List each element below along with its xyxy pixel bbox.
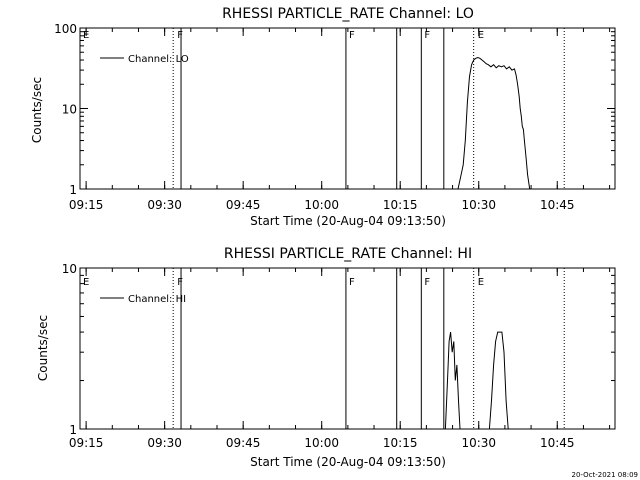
event-marker-letter: F xyxy=(177,30,183,41)
event-marker-letter: F xyxy=(424,277,430,288)
x-tick-label: 09:30 xyxy=(147,198,182,212)
chart-title: RHESSI PARTICLE_RATE Channel: LO xyxy=(222,6,474,22)
chart-title: RHESSI PARTICLE_RATE Channel: HI xyxy=(224,246,472,262)
event-marker-letter: E xyxy=(83,30,89,41)
chart-panel-hi: RHESSI PARTICLE_RATE Channel: HI Counts/… xyxy=(36,246,616,469)
y-tick-label: 10 xyxy=(62,262,77,276)
event-marker-letter: F xyxy=(424,30,430,41)
x-tick-label: 10:30 xyxy=(461,436,496,450)
y-axis-label: Counts/sec xyxy=(30,77,44,143)
x-axis-label: Start Time (20-Aug-04 09:13:50) xyxy=(250,214,446,228)
y-tick-label: 1 xyxy=(69,423,77,437)
x-tick-label: 10:45 xyxy=(540,198,575,212)
x-axis-label: Start Time (20-Aug-04 09:13:50) xyxy=(250,455,446,469)
x-tick-label: 09:15 xyxy=(69,198,104,212)
series-line xyxy=(457,56,531,190)
event-marker-letter: F xyxy=(177,277,183,288)
x-tick-label: 09:30 xyxy=(147,436,182,450)
series-line xyxy=(488,331,509,430)
x-tick-label: 09:45 xyxy=(226,198,261,212)
event-marker-letter: E xyxy=(478,277,484,288)
event-marker-letter: F xyxy=(349,277,355,288)
series-line xyxy=(444,332,461,430)
event-marker-letter: E xyxy=(83,277,89,288)
y-tick-label: 100 xyxy=(54,22,77,36)
y-tick-label: 10 xyxy=(62,103,77,117)
x-tick-label: 09:45 xyxy=(226,436,261,450)
event-marker-letter: F xyxy=(349,30,355,41)
y-tick-label: 1 xyxy=(69,183,77,197)
event-marker-letter: E xyxy=(478,30,484,41)
x-tick-label: 09:15 xyxy=(69,436,104,450)
plot-frame xyxy=(79,267,616,430)
x-tick-label: 10:30 xyxy=(461,198,496,212)
chart-panel-lo: RHESSI PARTICLE_RATE Channel: LO Counts/… xyxy=(30,6,616,228)
x-tick-label: 10:15 xyxy=(383,436,418,450)
timestamp-footer: 20-Oct-2021 08:09 xyxy=(572,471,638,479)
y-axis-label: Counts/sec xyxy=(36,315,50,381)
legend-label: Channel: LO xyxy=(128,54,189,65)
x-tick-label: 10:15 xyxy=(383,198,418,212)
x-tick-label: 10:45 xyxy=(540,436,575,450)
legend-label: Channel: HI xyxy=(128,294,186,305)
x-tick-label: 10:00 xyxy=(304,436,339,450)
x-tick-label: 10:00 xyxy=(304,198,339,212)
plot-frame xyxy=(79,27,616,190)
